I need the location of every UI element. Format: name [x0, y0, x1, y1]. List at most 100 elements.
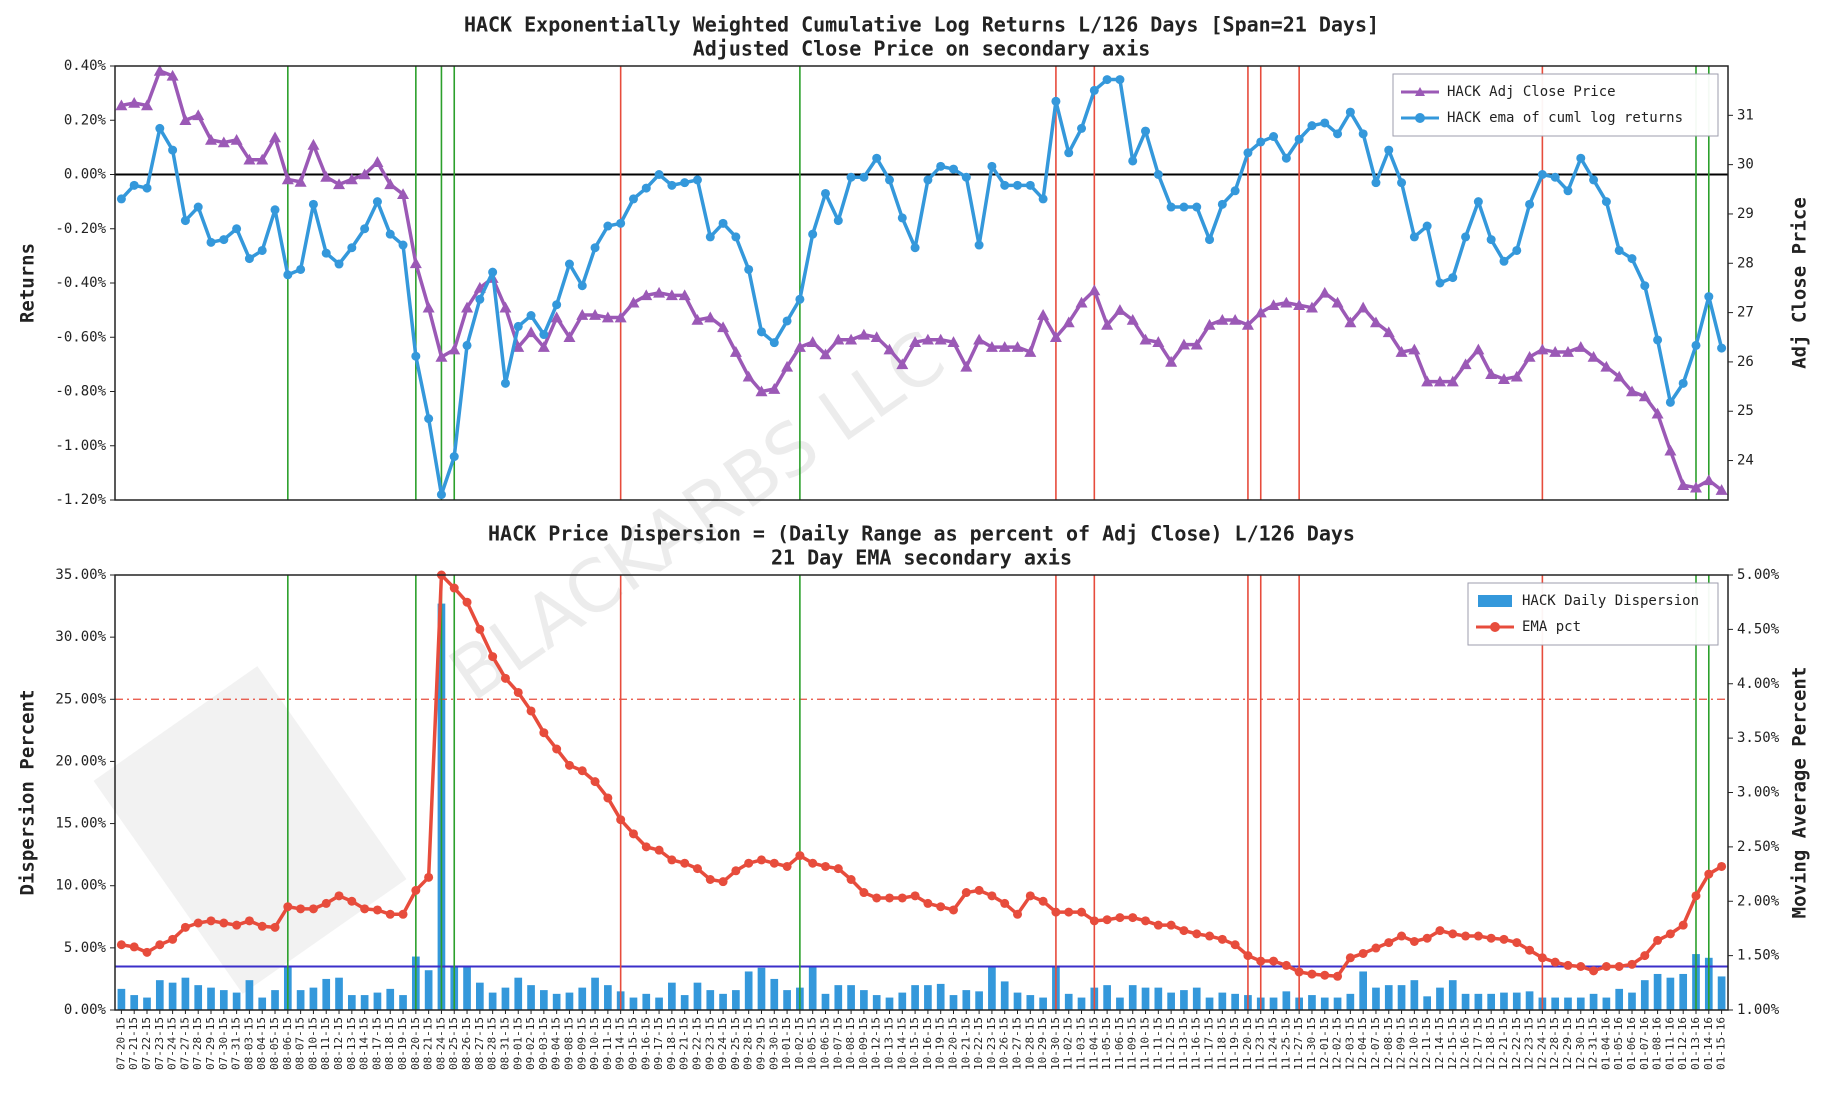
marker: [936, 902, 946, 912]
bar: [744, 971, 753, 1010]
marker: [1243, 951, 1253, 961]
bar: [898, 992, 907, 1010]
marker: [270, 922, 280, 932]
y2-axis-label: Moving Average Percent: [1789, 667, 1811, 919]
marker: [193, 918, 203, 928]
marker: [859, 172, 869, 182]
bar: [1628, 992, 1636, 1010]
marker: [1397, 931, 1407, 941]
marker: [1051, 907, 1061, 917]
x-tick-label: 12-24-15: [1535, 1017, 1548, 1070]
marker: [1141, 916, 1151, 926]
marker: [1512, 245, 1522, 255]
marker: [870, 331, 883, 343]
marker: [820, 861, 830, 871]
x-tick-label: 10-20-15: [947, 1017, 960, 1070]
marker: [1537, 953, 1547, 963]
marker: [641, 183, 651, 193]
marker: [360, 904, 370, 914]
bar: [1282, 991, 1291, 1010]
marker: [1717, 861, 1727, 871]
x-tick-label: 09-24-15: [716, 1017, 729, 1070]
bar: [130, 995, 139, 1010]
marker: [1025, 180, 1035, 190]
legend-swatch: [1478, 595, 1512, 607]
x-tick-label: 11-17-15: [1203, 1017, 1216, 1070]
marker: [193, 202, 203, 212]
marker: [153, 64, 166, 76]
marker: [526, 311, 536, 321]
marker: [180, 216, 190, 226]
bar: [194, 985, 203, 1010]
bar: [924, 985, 932, 1010]
x-tick-label: 08-03-15: [242, 1017, 255, 1070]
x-tick-label: 08-04-15: [255, 1017, 268, 1070]
marker: [692, 864, 702, 874]
marker: [960, 360, 973, 372]
marker: [1397, 178, 1407, 188]
bar: [1167, 992, 1175, 1010]
marker: [281, 173, 294, 185]
marker: [704, 311, 717, 323]
x-tick-label: 11-19-15: [1228, 1017, 1241, 1070]
marker: [1089, 85, 1099, 95]
marker: [1395, 346, 1408, 357]
marker: [1369, 316, 1382, 328]
bar: [1180, 990, 1188, 1010]
marker: [1205, 931, 1215, 941]
marker: [179, 114, 192, 126]
bar: [476, 982, 484, 1010]
marker: [1589, 966, 1599, 976]
marker: [1102, 915, 1112, 925]
bar: [219, 990, 228, 1010]
marker: [832, 333, 845, 345]
marker: [1625, 385, 1638, 397]
x-tick-label: 09-28-15: [742, 1017, 755, 1070]
bar: [783, 990, 791, 1010]
bar: [821, 993, 830, 1010]
bar: [360, 995, 369, 1010]
x-tick-label: 12-02-15: [1331, 1017, 1344, 1070]
marker: [296, 904, 306, 914]
marker: [1333, 971, 1343, 981]
x-tick-label: 12-10-15: [1407, 1017, 1420, 1070]
marker: [1678, 920, 1688, 930]
x-tick-label: 07-24-15: [166, 1017, 179, 1070]
marker: [563, 331, 576, 343]
marker: [307, 138, 320, 150]
marker: [1089, 916, 1099, 926]
bar: [514, 977, 523, 1010]
bar: [591, 977, 599, 1010]
bar: [1461, 993, 1470, 1010]
y-tick-label: 0.00%: [64, 1002, 107, 1018]
plot-frame: [114, 65, 1729, 501]
marker: [1382, 326, 1395, 338]
marker: [1241, 318, 1254, 330]
marker: [512, 341, 525, 352]
marker: [1075, 296, 1088, 308]
marker: [1485, 368, 1498, 380]
x-tick-label: 10-30-15: [1049, 1017, 1062, 1070]
x-tick-label: 11-05-15: [1100, 1017, 1113, 1070]
marker: [1499, 256, 1509, 266]
marker: [1229, 313, 1242, 325]
marker: [1345, 107, 1355, 117]
bar: [1333, 997, 1342, 1010]
marker: [1384, 938, 1394, 948]
x-tick-label: 08-06-15: [281, 1017, 294, 1070]
y2-tick-label: 2.50%: [1737, 839, 1780, 855]
marker: [166, 69, 179, 81]
y2-tick-label: 26: [1737, 354, 1754, 370]
marker: [205, 133, 218, 145]
marker: [539, 728, 549, 738]
x-tick-label: 11-12-15: [1164, 1017, 1177, 1070]
marker: [1459, 358, 1472, 370]
marker: [795, 851, 805, 861]
x-tick-label: 10-21-15: [959, 1017, 972, 1070]
x-tick-label: 08-13-15: [345, 1017, 358, 1070]
marker: [142, 947, 152, 957]
marker: [616, 815, 626, 825]
marker: [1510, 370, 1523, 382]
legend-label: HACK Adj Close Price: [1447, 84, 1616, 100]
legend-marker: [1415, 87, 1425, 96]
